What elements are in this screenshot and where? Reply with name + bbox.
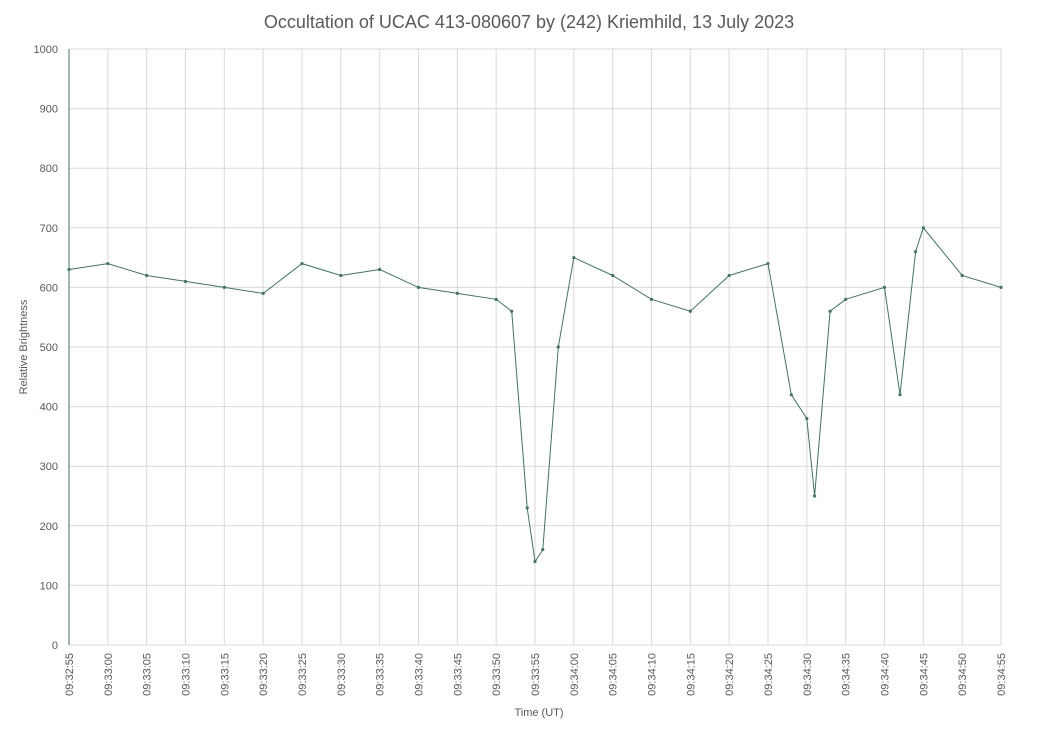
data-point [145, 273, 149, 278]
x-tick-label: 09:34:00 [569, 653, 581, 696]
x-tick-label: 09:34:25 [763, 653, 775, 696]
y-tick-label: 300 [40, 461, 58, 473]
x-tick-label: 09:32:55 [64, 653, 76, 696]
x-tick-label: 09:33:05 [142, 653, 154, 696]
x-tick-label: 09:33:10 [181, 653, 193, 696]
y-tick-label: 400 [40, 402, 58, 414]
y-tick-label: 900 [40, 104, 58, 116]
x-tick-label: 09:34:10 [647, 653, 659, 696]
x-tick-label: 09:34:20 [724, 653, 736, 696]
chart-title: Occultation of UCAC 413-080607 by (242) … [264, 12, 794, 32]
x-tick-label: 09:34:55 [996, 653, 1008, 696]
data-point [261, 291, 265, 295]
x-tick-label: 09:33:15 [219, 653, 231, 696]
x-tick-label: 09:33:25 [297, 653, 309, 696]
data-point [378, 267, 382, 272]
data-point [183, 279, 188, 284]
y-tick-label: 600 [40, 282, 58, 294]
x-tick-label: 09:34:30 [802, 653, 814, 696]
data-point [688, 309, 692, 313]
data-point [510, 309, 514, 313]
x-tick-label: 09:34:40 [880, 653, 892, 696]
y-tick-label: 500 [40, 342, 58, 354]
data-point [416, 285, 421, 289]
data-point [572, 256, 576, 260]
series-line [68, 226, 1002, 563]
y-tick-label: 0 [52, 640, 58, 652]
data-point [727, 273, 731, 278]
data-point [222, 285, 226, 289]
data-point [106, 261, 110, 266]
x-tick-label: 09:33:55 [530, 653, 542, 696]
data-point [611, 273, 615, 278]
x-axis-label: Time (UT) [514, 707, 563, 719]
data-point [913, 250, 918, 254]
grid [68, 48, 1002, 646]
x-tick-label: 09:33:45 [452, 653, 464, 696]
y-tick-label: 100 [40, 580, 58, 592]
data-point [882, 285, 887, 289]
data-point [921, 226, 925, 230]
x-tick-label: 09:34:45 [918, 653, 930, 696]
x-tick-label: 09:34:50 [957, 653, 969, 696]
series-points [67, 226, 1003, 564]
y-tick-labels: 0 100 200 300 400 500 600 700 800 900 1000 [34, 44, 58, 652]
data-point [828, 309, 832, 313]
x-tick-label: 09:33:35 [375, 653, 387, 696]
data-point [960, 273, 964, 278]
x-tick-label: 09:33:30 [336, 653, 348, 696]
data-point [805, 416, 809, 421]
x-tick-label: 09:33:50 [491, 653, 503, 696]
x-tick-label: 09:34:35 [841, 653, 853, 696]
data-point [766, 261, 770, 266]
data-point [525, 506, 529, 510]
y-tick-label: 200 [40, 521, 58, 533]
data-point [455, 291, 459, 295]
data-point [813, 494, 817, 498]
x-tick-labels: 09:32:55 09:33:00 09:33:05 09:33:10 09:33:15… [64, 653, 1008, 696]
data-point [494, 297, 498, 301]
data-point [898, 393, 902, 397]
x-tick-label: 09:33:40 [414, 653, 426, 696]
y-tick-label: 700 [40, 223, 58, 235]
x-tick-label: 09:34:05 [608, 653, 620, 696]
data-point [533, 559, 537, 564]
y-axis-label: Relative Brightness [18, 299, 30, 394]
data-point [789, 393, 793, 397]
x-tick-label: 09:33:00 [103, 653, 115, 696]
data-point [999, 285, 1003, 289]
data-point [649, 297, 654, 301]
y-tick-label: 800 [40, 163, 58, 175]
data-point [339, 273, 343, 278]
data-point [300, 261, 304, 266]
x-tick-label: 09:33:20 [258, 653, 270, 696]
data-point [541, 548, 545, 552]
data-point [67, 267, 71, 272]
y-tick-label: 1000 [34, 44, 58, 56]
data-point [844, 297, 848, 301]
data-point [556, 345, 560, 349]
x-tick-label: 09:34:15 [685, 653, 697, 696]
